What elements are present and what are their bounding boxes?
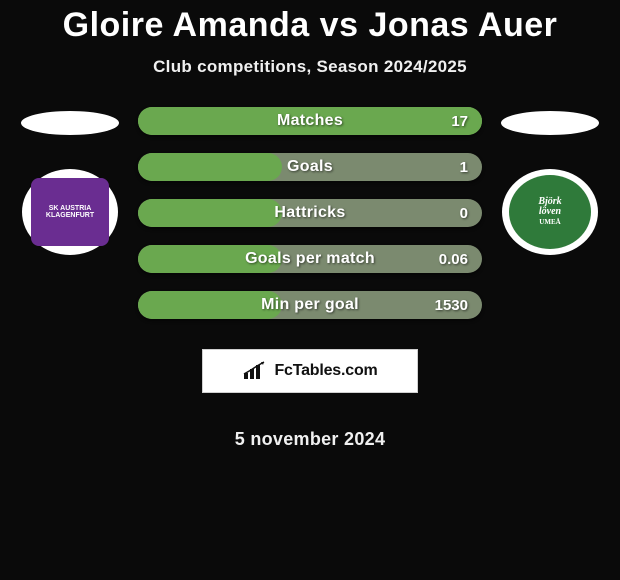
stat-label: Matches (138, 112, 482, 130)
stat-pill: Min per goal1530 (138, 291, 482, 319)
vs-separator: vs (320, 6, 359, 44)
club-badge-right: Björk löven UMEÅ (502, 169, 598, 255)
stat-label: Hattricks (138, 204, 482, 222)
stat-label: Goals (138, 158, 482, 176)
stat-value: 1530 (435, 297, 468, 314)
club-badge-left: SK AUSTRIA KLAGENFURT (22, 169, 118, 255)
club-left-line2: KLAGENFURT (46, 212, 94, 219)
comparison-card: Gloire Amanda vs Jonas Auer Club competi… (0, 0, 620, 450)
stat-pill: Hattricks0 (138, 199, 482, 227)
right-column: Björk löven UMEÅ (490, 107, 610, 255)
player2-name: Jonas Auer (368, 6, 557, 44)
player1-photo-placeholder (21, 111, 119, 135)
stat-pill: Goals per match0.06 (138, 245, 482, 273)
stats-column: Matches17 Goals1 Hattricks0 Goals per match… (130, 107, 490, 450)
stat-value: 17 (451, 113, 468, 130)
left-column: SK AUSTRIA KLAGENFURT (10, 107, 130, 255)
club-right-line3: UMEÅ (539, 218, 560, 226)
player1-name: Gloire Amanda (63, 6, 310, 44)
stat-value: 1 (460, 159, 468, 176)
club-badge-right-text: Björk löven UMEÅ (538, 197, 561, 227)
club-right-line2: löven (539, 206, 561, 217)
player2-photo-placeholder (501, 111, 599, 135)
date-label: 5 november 2024 (235, 429, 386, 450)
fctables-icon (242, 361, 270, 381)
main-row: SK AUSTRIA KLAGENFURT Matches17 Goals1 Hat… (0, 107, 620, 450)
brand-text: FcTables.com (274, 362, 377, 380)
club-left-line1: SK AUSTRIA (49, 205, 92, 212)
stat-label: Goals per match (138, 250, 482, 268)
stat-value: 0.06 (439, 251, 468, 268)
stat-pill: Matches17 (138, 107, 482, 135)
subtitle: Club competitions, Season 2024/2025 (0, 57, 620, 77)
club-badge-left-text: SK AUSTRIA KLAGENFURT (46, 205, 94, 219)
page-title: Gloire Amanda vs Jonas Auer (0, 6, 620, 45)
stat-pill: Goals1 (138, 153, 482, 181)
stat-value: 0 (460, 205, 468, 222)
brand-box: FcTables.com (202, 349, 418, 393)
stat-label: Min per goal (138, 296, 482, 314)
